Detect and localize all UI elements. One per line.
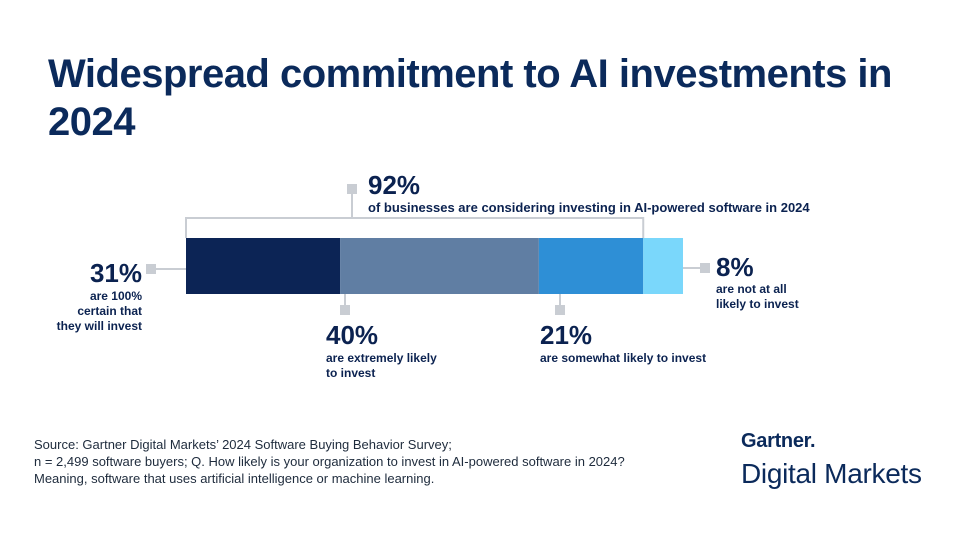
source-line: Meaning, software that uses artificial i… (34, 471, 435, 486)
data-label-text: are not at all (716, 282, 787, 296)
source-line: Source: Gartner Digital Markets’ 2024 So… (34, 437, 452, 452)
bracket-marker (347, 184, 357, 194)
source-line: n = 2,499 software buyers; Q. How likely… (34, 454, 625, 469)
chart-title: Widespread commitment to AI investments … (48, 52, 892, 144)
bar-segment (643, 238, 683, 294)
brand-logo-digital-markets: Digital Markets (741, 458, 922, 489)
data-label-text: are extremely likely (326, 351, 437, 365)
data-label-text: likely to invest (716, 297, 799, 311)
leader-marker (340, 305, 350, 315)
data-label-text: are somewhat likely to invest (540, 351, 706, 365)
data-label-value: 8% (716, 252, 754, 282)
data-label-text: they will invest (57, 319, 142, 333)
leader-marker (555, 305, 565, 315)
data-label-text: certain that (77, 304, 142, 318)
bracket-line (185, 217, 645, 238)
leader-marker (700, 263, 710, 273)
data-label-value: 21% (540, 320, 592, 350)
brand-logo-gartner: Gartner. (741, 430, 816, 452)
bracket-value-label: 92% (368, 170, 420, 200)
bracket-text-label: of businesses are considering investing … (368, 200, 810, 215)
leader-marker (146, 264, 156, 274)
source-note: Source: Gartner Digital Markets’ 2024 So… (34, 436, 714, 487)
data-label-text: to invest (326, 366, 375, 380)
data-label-value: 31% (90, 258, 142, 288)
data-label-text: are 100% (90, 289, 142, 303)
bar-segment (340, 238, 539, 294)
bar-segment (538, 238, 644, 294)
data-label-value: 40% (326, 320, 378, 350)
bar-segment (186, 238, 341, 294)
